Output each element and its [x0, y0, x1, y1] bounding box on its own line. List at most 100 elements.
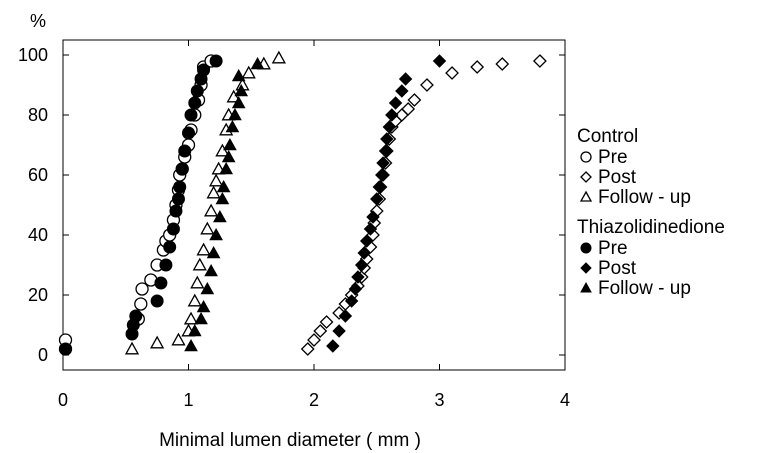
- data-point: [372, 180, 386, 194]
- data-point: [166, 222, 180, 236]
- data-point: [223, 137, 237, 151]
- data-point: [338, 309, 353, 323]
- data-point: [182, 126, 195, 140]
- data-point: [154, 276, 168, 290]
- data-point: [344, 294, 359, 308]
- data-point: [376, 156, 390, 170]
- data-point: [209, 173, 224, 187]
- data-point: [326, 339, 340, 353]
- x-tick-label: 2: [309, 390, 319, 410]
- data-points: [58, 50, 547, 356]
- data-point: [209, 227, 223, 241]
- x-tick-label: 0: [58, 390, 68, 410]
- data-point: [395, 84, 409, 98]
- legend-marker: [580, 281, 592, 293]
- data-point: [200, 221, 215, 235]
- data-point: [470, 60, 485, 74]
- data-point: [348, 282, 363, 296]
- series-thiazolidinedione-follow-up: [184, 56, 265, 352]
- legend-entry-label: Follow - up: [598, 187, 691, 208]
- series-control-post: [300, 54, 547, 356]
- legend-marker: [580, 242, 592, 254]
- y-tick-label: 0: [38, 345, 48, 365]
- data-point: [382, 120, 397, 134]
- data-point: [375, 168, 389, 182]
- y-tick-label: 80: [28, 105, 48, 125]
- data-point: [196, 242, 211, 256]
- data-point: [216, 179, 231, 193]
- data-point: [192, 257, 207, 271]
- data-point: [187, 293, 202, 307]
- data-point: [319, 315, 334, 329]
- x-tick-label: 3: [434, 390, 444, 410]
- data-point: [231, 68, 246, 82]
- series-thiazolidinedione-pre: [59, 54, 223, 356]
- data-point: [124, 341, 140, 355]
- data-point: [184, 338, 198, 352]
- data-point: [150, 294, 164, 308]
- data-point: [173, 180, 187, 194]
- data-point: [445, 66, 459, 80]
- data-point: [225, 119, 240, 133]
- data-point: [366, 210, 380, 224]
- data-point: [385, 108, 399, 122]
- series-thiazolidinedione-post: [326, 54, 447, 353]
- data-point: [190, 84, 204, 98]
- data-point: [221, 149, 236, 163]
- x-tick-label: 1: [183, 390, 193, 410]
- data-point: [363, 222, 378, 236]
- data-point: [228, 107, 242, 121]
- legend-entry-label: Pre: [598, 238, 628, 259]
- data-point: [378, 144, 393, 158]
- data-point: [200, 281, 215, 295]
- data-point: [183, 311, 199, 325]
- data-point: [420, 78, 434, 92]
- legend-marker: [580, 171, 592, 183]
- data-point: [219, 161, 233, 175]
- data-point: [184, 108, 198, 122]
- legend-marker: [580, 151, 592, 163]
- data-point: [495, 57, 510, 71]
- data-point: [178, 144, 192, 158]
- data-point: [271, 50, 286, 64]
- legend-group-title: Control: [577, 126, 638, 147]
- data-point: [360, 234, 374, 248]
- data-point: [226, 89, 241, 103]
- data-point: [135, 282, 149, 296]
- data-point: [370, 192, 384, 206]
- y-axis-label: %: [30, 11, 46, 31]
- data-point: [380, 132, 394, 146]
- data-point: [231, 95, 246, 109]
- data-point: [204, 263, 218, 277]
- data-point: [59, 342, 73, 356]
- data-point: [351, 270, 365, 284]
- data-point: [532, 54, 547, 68]
- data-point: [150, 335, 165, 349]
- data-point: [188, 96, 202, 110]
- data-point: [250, 56, 265, 70]
- legend-marker: [580, 262, 592, 274]
- legend-entry-label: Pre: [598, 147, 628, 168]
- legend-entry-label: Follow - up: [598, 278, 691, 299]
- legend-marker: [579, 190, 593, 202]
- y-tick-label: 60: [28, 165, 48, 185]
- y-tick-label: 20: [28, 285, 48, 305]
- data-point: [241, 65, 256, 79]
- data-point: [206, 245, 221, 259]
- data-point: [357, 246, 371, 260]
- data-point: [169, 204, 183, 218]
- data-point: [175, 162, 189, 176]
- data-point: [234, 83, 249, 97]
- data-point: [129, 309, 143, 323]
- data-point: [332, 324, 346, 338]
- data-point: [313, 324, 328, 338]
- legend-entry-label: Post: [598, 167, 637, 188]
- data-point: [215, 143, 230, 157]
- data-point: [209, 54, 223, 68]
- data-point: [213, 209, 227, 223]
- data-point: [159, 258, 173, 272]
- data-point: [401, 102, 416, 116]
- x-tick-label: 4: [560, 390, 570, 410]
